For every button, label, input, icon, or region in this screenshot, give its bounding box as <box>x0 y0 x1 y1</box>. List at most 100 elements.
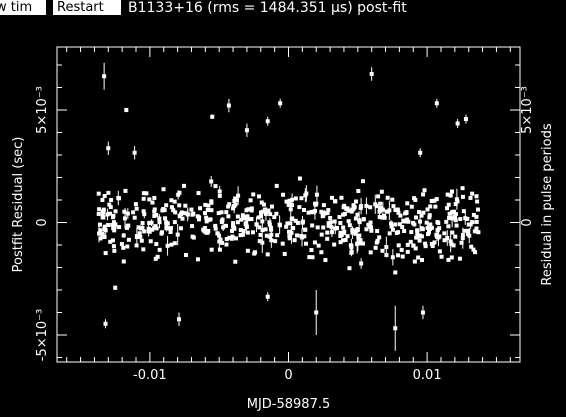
data-point <box>347 266 352 271</box>
data-point <box>241 228 246 233</box>
data-point <box>315 225 320 230</box>
data-point <box>360 179 365 184</box>
data-point <box>112 248 117 253</box>
view-tim-button[interactable]: w tim <box>0 0 46 15</box>
data-point <box>453 234 458 239</box>
data-point <box>390 227 395 232</box>
data-point <box>411 243 416 248</box>
data-point <box>319 209 324 214</box>
data-point <box>146 226 151 231</box>
data-point <box>446 202 451 207</box>
data-point <box>423 244 428 249</box>
data-point <box>429 198 434 203</box>
data-point <box>377 215 382 220</box>
data-point <box>254 222 259 227</box>
data-point <box>338 240 343 245</box>
data-point <box>448 193 453 198</box>
data-point <box>286 229 291 234</box>
data-point <box>434 101 439 106</box>
data-point <box>309 248 314 253</box>
data-point <box>111 226 116 231</box>
data-point <box>149 220 154 225</box>
data-point <box>332 219 337 224</box>
data-point <box>368 205 373 210</box>
data-point <box>102 74 107 79</box>
data-point <box>341 225 346 230</box>
data-point <box>98 236 103 241</box>
y-tick-label-left: 5×10⁻³ <box>35 86 50 134</box>
data-point <box>361 217 366 222</box>
data-point <box>434 197 439 202</box>
data-point <box>471 247 476 252</box>
data-point <box>248 198 253 203</box>
data-point <box>117 225 122 230</box>
data-point <box>328 220 333 225</box>
data-point <box>310 255 315 260</box>
data-point <box>106 146 111 151</box>
data-point <box>413 246 418 251</box>
data-point <box>470 220 475 225</box>
data-point <box>154 242 159 247</box>
data-point <box>399 247 404 252</box>
data-point <box>428 222 433 227</box>
data-point <box>189 207 194 212</box>
data-point <box>337 215 342 220</box>
data-point <box>406 219 411 224</box>
data-point <box>449 241 454 246</box>
data-point <box>287 236 292 241</box>
data-point <box>368 250 373 255</box>
data-point <box>190 234 195 239</box>
data-point <box>264 233 269 238</box>
data-point <box>374 240 379 245</box>
data-point <box>267 220 272 225</box>
data-points <box>96 62 481 351</box>
data-point <box>373 245 378 250</box>
data-point <box>451 243 456 248</box>
data-point <box>256 194 261 199</box>
data-point <box>102 235 107 240</box>
data-point <box>391 204 396 209</box>
data-point <box>338 221 343 226</box>
data-point <box>474 226 479 231</box>
data-point <box>355 227 360 232</box>
data-point <box>437 234 442 239</box>
data-point <box>358 241 363 246</box>
data-point <box>275 233 280 238</box>
data-point <box>152 207 157 212</box>
data-point <box>293 218 298 223</box>
data-point <box>251 192 256 197</box>
data-point <box>150 227 155 232</box>
data-point <box>97 222 102 227</box>
data-point <box>224 210 229 215</box>
data-point <box>341 205 346 210</box>
data-point <box>244 128 249 133</box>
data-point <box>273 239 278 244</box>
data-point <box>235 214 240 219</box>
data-point <box>245 217 250 222</box>
data-point <box>209 208 214 213</box>
data-point <box>451 209 456 214</box>
data-point <box>415 231 420 236</box>
data-point <box>342 229 347 234</box>
data-point <box>434 232 439 237</box>
data-point <box>126 223 131 228</box>
data-point <box>433 204 438 209</box>
data-point <box>257 239 262 244</box>
data-point <box>420 257 425 262</box>
data-point <box>100 213 105 218</box>
data-point <box>288 221 293 226</box>
data-point <box>259 200 264 205</box>
data-point <box>323 258 328 263</box>
data-point <box>300 220 305 225</box>
data-point <box>466 228 471 233</box>
data-point <box>425 207 430 212</box>
data-point <box>108 211 113 216</box>
data-point <box>169 242 174 247</box>
data-point <box>113 285 118 290</box>
data-point <box>307 255 312 260</box>
data-point <box>288 207 293 212</box>
restart-button[interactable]: Restart <box>53 0 121 15</box>
data-point <box>182 183 187 188</box>
data-point <box>249 208 254 213</box>
